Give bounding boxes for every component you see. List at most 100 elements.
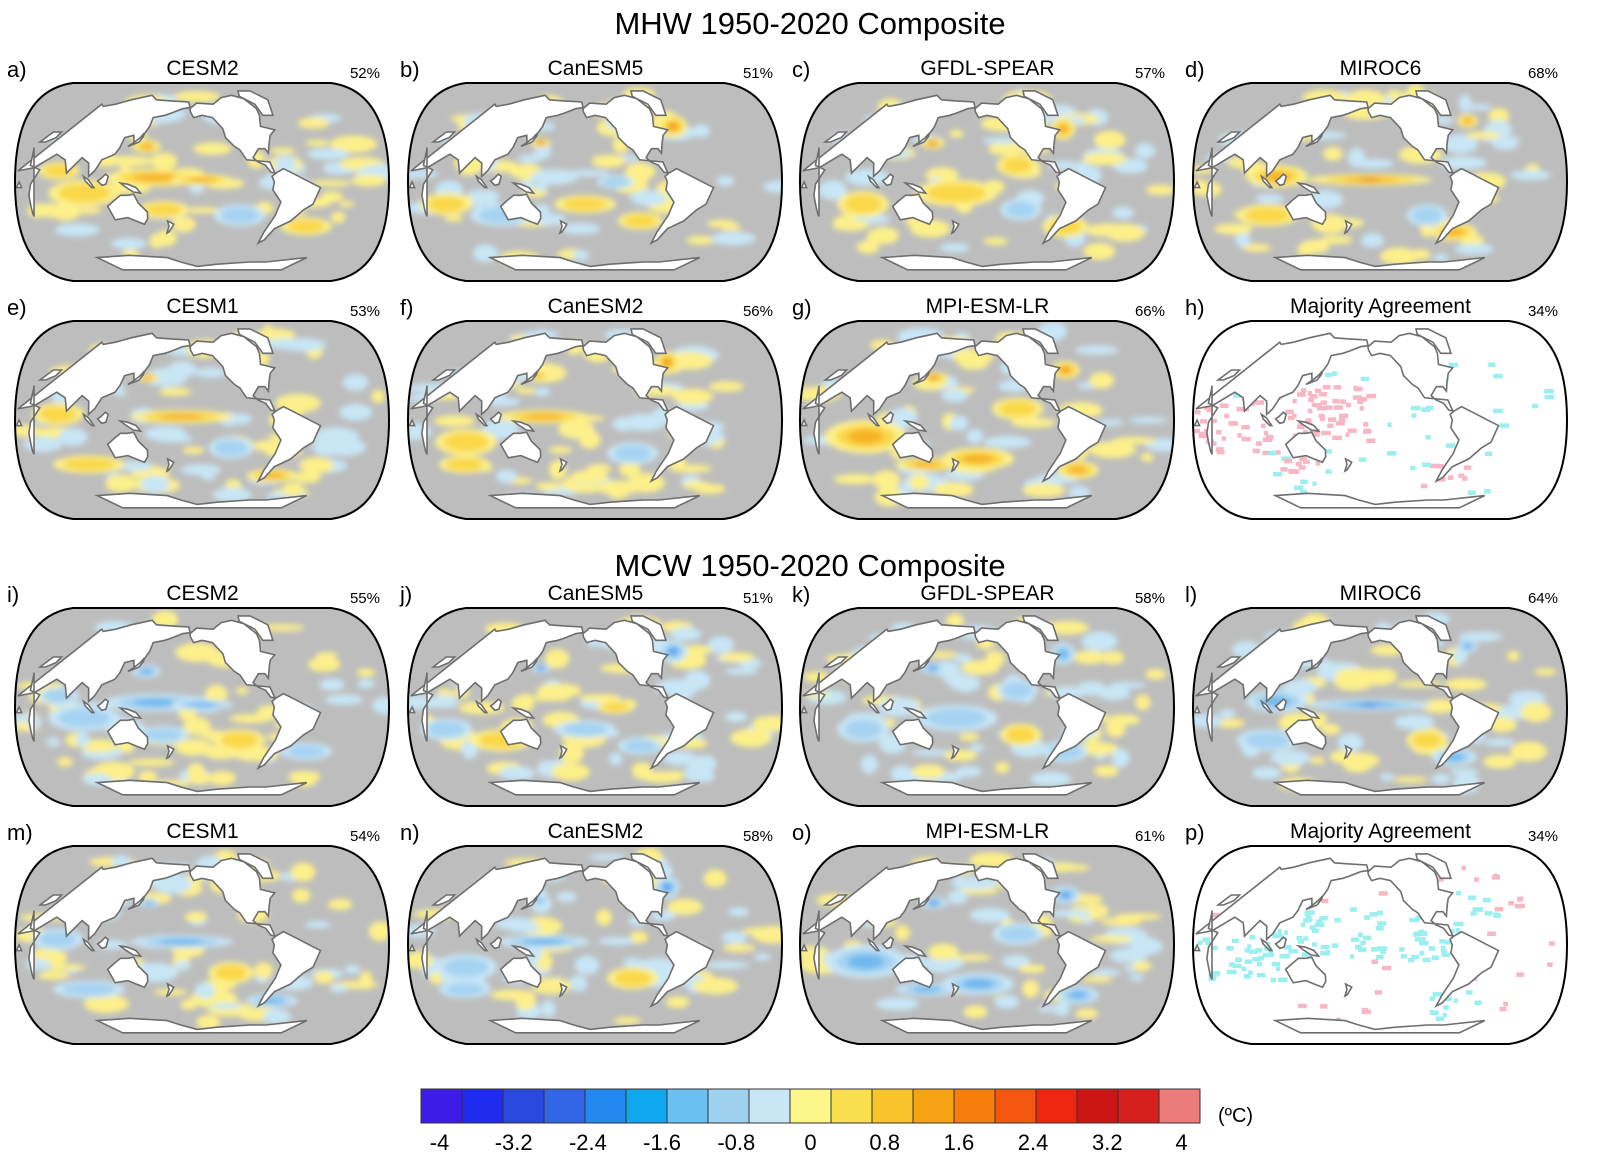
land-australia — [106, 956, 149, 989]
panel-letter: n) — [400, 820, 420, 845]
map-border — [406, 82, 784, 282]
land-japan — [520, 132, 539, 148]
ocean-field — [15, 846, 389, 1044]
land-masses — [15, 328, 322, 509]
map-border — [798, 82, 1176, 282]
colorbar-box — [1158, 1088, 1201, 1124]
panel-model-title: CESM2 — [166, 57, 239, 80]
ocean-field — [15, 321, 389, 519]
colorbar-box — [502, 1088, 545, 1124]
land-madagascar-w — [1193, 705, 1201, 714]
land-borneo — [489, 173, 503, 187]
land-sumatra — [1259, 412, 1274, 427]
land-masses — [1193, 615, 1500, 796]
land-africa-east — [1206, 672, 1219, 742]
map-panel: m) CESM1 54% — [5, 820, 400, 1060]
map — [13, 82, 391, 282]
panel-letter: c) — [792, 57, 811, 82]
ocean-field — [800, 83, 1174, 281]
map — [798, 845, 1176, 1045]
ocean-field — [408, 608, 782, 806]
map-panel: l) MIROC6 64% — [1183, 582, 1578, 822]
map-border — [798, 607, 1176, 807]
land-australia — [499, 718, 542, 751]
colorbar-box — [1117, 1088, 1160, 1124]
land-borneo — [881, 936, 895, 950]
map-panel: h) Majority Agreement 34% — [1183, 295, 1578, 535]
land-borneo — [96, 173, 110, 187]
mhw-section-title: MHW 1950-2020 Composite — [614, 6, 1006, 41]
land-antarctica — [487, 492, 701, 509]
panel-model-title: CanESM2 — [547, 295, 644, 318]
land-europe-edge — [1215, 656, 1242, 668]
land-masses — [800, 615, 1107, 796]
land-australia — [1284, 956, 1327, 989]
panel-model-title: CESM2 — [166, 582, 239, 605]
land-antarctica — [94, 779, 308, 796]
panel-letter: h) — [1185, 295, 1205, 320]
land-sumatra — [1259, 699, 1274, 714]
land-japan — [127, 895, 146, 911]
land-newguinea — [902, 944, 928, 958]
land-newguinea — [1295, 181, 1321, 195]
land-africa-east — [28, 672, 41, 742]
colorbar-tick-label: 4 — [1175, 1130, 1187, 1155]
ocean-field — [800, 321, 1174, 519]
colorbar-tick-label: 0.8 — [869, 1130, 900, 1155]
land-europe-edge — [1215, 894, 1242, 906]
land-nz — [558, 219, 568, 235]
land-borneo — [489, 698, 503, 712]
panel-percentage: 53% — [349, 303, 380, 320]
land-madagascar-w — [408, 943, 416, 952]
land-samerica — [1041, 930, 1107, 1009]
ocean-field — [408, 83, 782, 281]
land-borneo — [96, 936, 110, 950]
land-newguinea — [902, 419, 928, 433]
land-borneo — [1274, 936, 1288, 950]
land-newguinea — [510, 706, 536, 720]
land-samerica — [1434, 167, 1500, 246]
colorbar-tick-label: 0 — [804, 1130, 816, 1155]
land-samerica — [649, 930, 715, 1009]
land-australia — [891, 718, 934, 751]
land-nz — [950, 982, 960, 998]
colorbar-boxes — [420, 1088, 1201, 1124]
panel-model-title: CanESM2 — [547, 820, 644, 843]
land-europe-edge — [822, 656, 849, 668]
panel-model-title: CanESM5 — [547, 582, 644, 605]
land-masses — [15, 90, 322, 271]
land-newguinea — [1295, 944, 1321, 958]
land-masses — [408, 615, 715, 796]
panel-letter: e) — [7, 295, 27, 320]
map-panel: o) MPI-ESM-LR 61% — [790, 820, 1185, 1060]
panel-letter: l) — [1185, 582, 1198, 607]
colorbar-box — [830, 1088, 873, 1124]
panel-percentage: 58% — [1134, 590, 1165, 607]
land-samerica — [1041, 167, 1107, 246]
panel-letter: k) — [792, 582, 811, 607]
panel-percentage: 51% — [742, 590, 773, 607]
land-australia — [499, 431, 542, 464]
land-samerica — [649, 167, 715, 246]
land-masses — [800, 90, 1107, 271]
colorbar-box — [707, 1088, 750, 1124]
land-masses — [800, 328, 1107, 509]
land-japan — [1305, 370, 1324, 386]
panel-percentage: 58% — [742, 828, 773, 845]
land-newguinea — [510, 419, 536, 433]
land-nz — [165, 744, 175, 760]
land-nz — [165, 219, 175, 235]
panel-model-title: MPI-ESM-LR — [925, 820, 1050, 843]
land-australia — [499, 956, 542, 989]
panel-percentage: 55% — [349, 590, 380, 607]
map — [13, 845, 391, 1045]
land-borneo — [881, 173, 895, 187]
map-border — [798, 320, 1176, 520]
map-panel: k) GFDL-SPEAR 58% — [790, 582, 1185, 822]
land-borneo — [489, 411, 503, 425]
land-newguinea — [510, 944, 536, 958]
colorbar-box — [748, 1088, 791, 1124]
map-border — [13, 320, 391, 520]
ocean-field — [1193, 321, 1567, 519]
land-masses — [15, 615, 322, 796]
